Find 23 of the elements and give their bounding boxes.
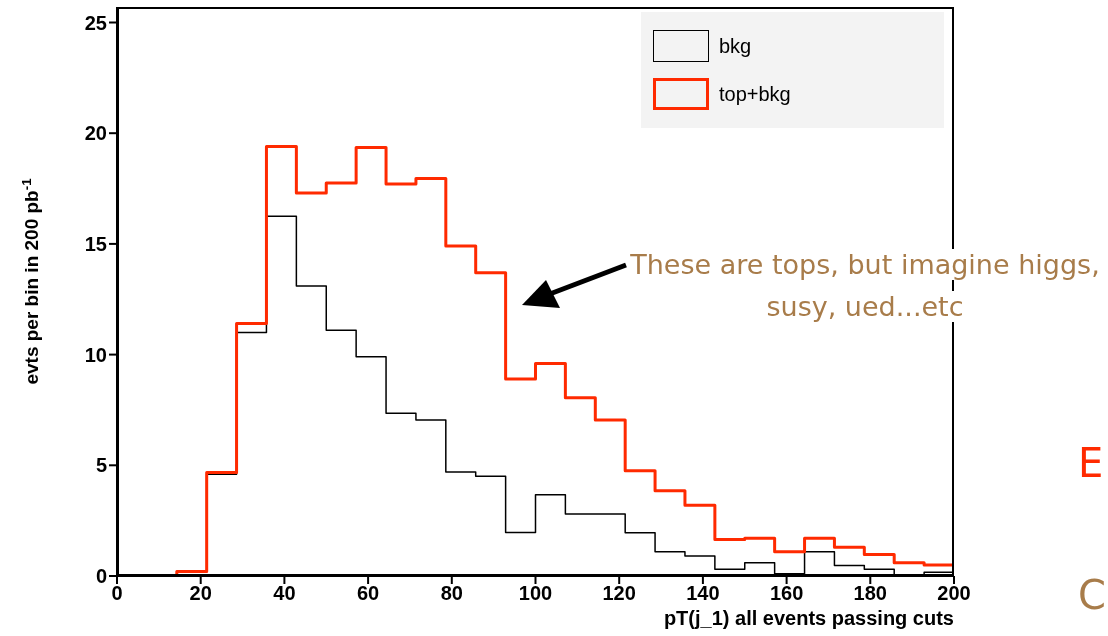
text: E <box>1078 440 1104 486</box>
y-tick-label: 10 <box>84 343 107 366</box>
y-tick-label: 25 <box>84 11 107 34</box>
x-tick-label: 160 <box>769 582 804 605</box>
x-tick-label: 200 <box>937 582 971 605</box>
x-tick-label: 140 <box>686 582 720 605</box>
x-tick-label: 100 <box>518 582 553 605</box>
x-tick-label: 0 <box>111 582 123 605</box>
x-tick-label: 120 <box>602 582 636 605</box>
x-axis-title: pT(j_1) all events passing cuts <box>663 607 954 629</box>
x-tick-label: 80 <box>440 582 463 605</box>
x-tick-label: 40 <box>273 582 296 605</box>
x-tick-label: 180 <box>853 582 887 605</box>
y-tick-label: 20 <box>84 122 107 145</box>
x-tick-label: 60 <box>356 582 380 605</box>
text: C <box>1078 572 1106 618</box>
y-tick-label: 0 <box>95 565 107 588</box>
x-tick-label: 20 <box>189 582 212 605</box>
legend-label: top+bkg <box>719 82 791 106</box>
annotation: These are tops, but imagine higgs, susy, ued...etc <box>630 249 1100 322</box>
y-tick-label: 5 <box>95 454 107 477</box>
legend-label: bkg <box>719 34 752 58</box>
y-tick-label: 15 <box>84 233 107 255</box>
